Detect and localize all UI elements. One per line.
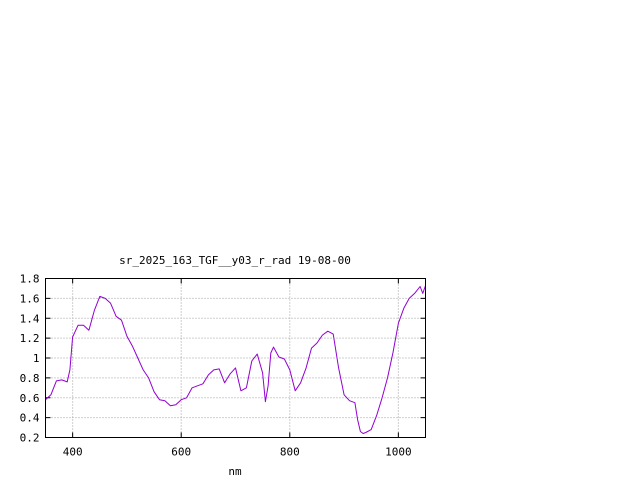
plot-frame [45, 278, 426, 438]
x-tick-label: 1000 [385, 446, 412, 459]
y-tick-label: 1.8 [20, 273, 40, 286]
x-tick-label: 800 [280, 446, 300, 459]
y-tick-label: 1.6 [20, 292, 40, 305]
y-tick-label: 1.2 [20, 332, 40, 345]
y-tick-label: 0.8 [20, 372, 40, 385]
y-tick-label: 1 [33, 352, 40, 365]
grid-layer [45, 278, 426, 438]
tick-layer: 0.2 0.4 0.6 0.8 1 1.2 1.4 1.6 1.8 400 600 800 1000 [20, 273, 426, 459]
y-tick-label: 1.4 [20, 312, 40, 325]
series-layer [45, 285, 426, 434]
x-tick-label: 400 [63, 446, 83, 459]
chart-title: sr_2025_163_TGF__y03_r_rad 19-08-00 [119, 254, 351, 267]
y-tick-label: 0.4 [20, 412, 40, 425]
y-tick-label: 0.6 [20, 392, 40, 405]
series-line [45, 285, 426, 434]
x-axis-label: nm [228, 465, 242, 478]
y-tick-label: 0.2 [20, 432, 40, 445]
x-tick-label: 600 [171, 446, 191, 459]
